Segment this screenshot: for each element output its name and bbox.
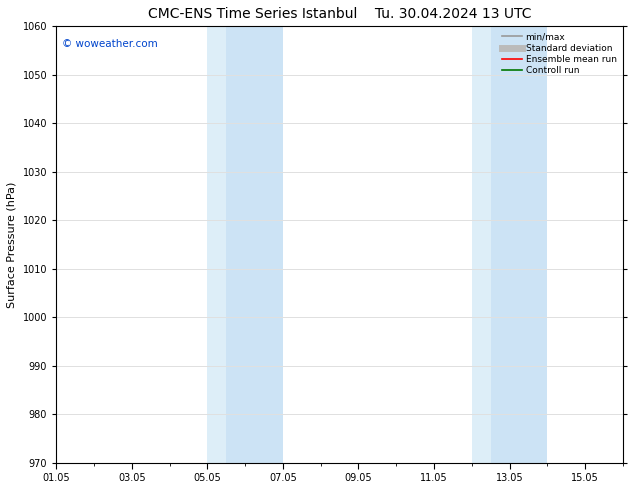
Bar [472,26,491,463]
Y-axis label: Surface Pressure (hPa): Surface Pressure (hPa) [7,181,17,308]
Bar [226,26,283,463]
Legend: min/max, Standard deviation, Ensemble mean run, Controll run: min/max, Standard deviation, Ensemble me… [500,31,618,77]
Bar [207,26,226,463]
Bar [491,26,547,463]
Text: © woweather.com: © woweather.com [62,39,158,49]
Title: CMC-ENS Time Series Istanbul    Tu. 30.04.2024 13 UTC: CMC-ENS Time Series Istanbul Tu. 30.04.2… [148,7,531,21]
